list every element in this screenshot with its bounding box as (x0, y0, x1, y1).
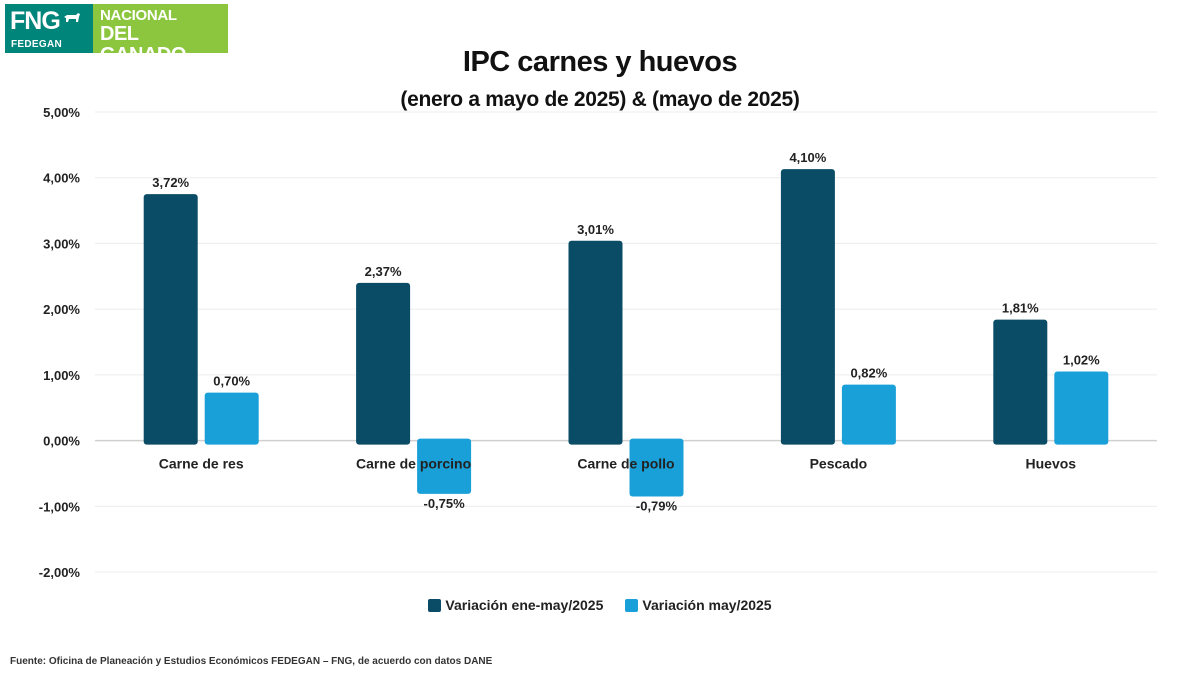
data-label: 1,02% (1063, 353, 1100, 368)
x-category-label: Carne de res (159, 456, 244, 472)
data-label: 3,72% (152, 175, 189, 190)
y-tick-label: 5,00% (43, 105, 80, 120)
bar-series1 (568, 240, 623, 445)
fedegan-label: FEDEGAN (11, 39, 62, 50)
bar-series2 (629, 438, 684, 497)
y-tick-label: -1,00% (39, 499, 81, 514)
data-label: 3,01% (577, 222, 614, 237)
fng-logo: FNG FEDEGAN FONDO NACIONAL DEL GANADO (5, 0, 228, 65)
legend-item-series1: Variación ene-may/2025 (428, 597, 603, 613)
x-category-label: Carne de porcino (356, 456, 471, 472)
chart-title: IPC carnes y huevos (462, 46, 738, 78)
bar-series1 (143, 194, 198, 445)
y-tick-label: 0,00% (43, 434, 80, 449)
data-label: -0,79% (636, 498, 678, 513)
x-category-label: Pescado (810, 456, 868, 472)
bar-series2 (841, 384, 896, 445)
legend-swatch-series1 (428, 598, 442, 612)
bar-series1 (780, 169, 835, 445)
y-tick-label: 2,00% (43, 302, 80, 317)
data-label: 0,82% (850, 366, 887, 381)
y-tick-label: 4,00% (43, 171, 80, 186)
legend-label-series2: Variación may/2025 (642, 597, 772, 613)
y-tick-label: -2,00% (39, 565, 81, 580)
cow-icon (64, 13, 80, 22)
y-tick-label: 3,00% (43, 236, 80, 251)
data-label: -0,75% (423, 496, 465, 511)
legend-label-series1: Variación ene-may/2025 (445, 597, 604, 613)
chart-legend: Variación ene-may/2025 Variación may/202… (0, 597, 1200, 613)
x-category-label: Huevos (1026, 456, 1077, 472)
bar-series2 (1054, 371, 1109, 445)
logo-name-line1: FONDO NACIONAL (100, 0, 177, 24)
source-note: Fuente: Oficina de Planeación y Estudios… (10, 656, 493, 667)
data-label: 2,37% (365, 264, 402, 279)
bar-series1 (993, 319, 1048, 445)
fng-logo-text: FNG (10, 7, 61, 35)
x-category-label: Carne de pollo (577, 456, 674, 472)
chart-subtitle: (enero a mayo de 2025) & (mayo de 2025) (400, 88, 800, 111)
data-label: 4,10% (789, 150, 826, 165)
bar-series1 (356, 282, 411, 445)
logo-name-line2: DEL GANADO (100, 22, 186, 66)
fng-logo-mark: FNG FEDEGAN (5, 4, 93, 53)
y-tick-label: 1,00% (43, 368, 80, 383)
data-label: 0,70% (213, 374, 250, 389)
bar-series2 (204, 392, 259, 445)
fng-logo-name: FONDO NACIONAL DEL GANADO (93, 0, 228, 65)
legend-swatch-series2 (625, 598, 639, 612)
bar-series2 (417, 438, 472, 494)
legend-item-series2: Variación may/2025 (625, 597, 772, 613)
data-label: 1,81% (1002, 301, 1039, 316)
